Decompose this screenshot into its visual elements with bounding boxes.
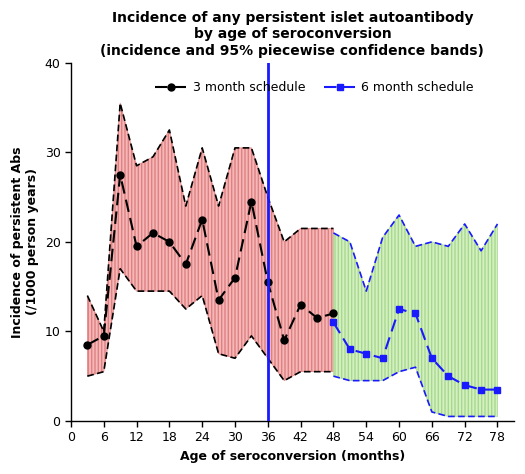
Y-axis label: Incidence of persistent Abs
(/1000 person years): Incidence of persistent Abs (/1000 perso… [11,146,39,337]
X-axis label: Age of seroconversion (months): Age of seroconversion (months) [180,450,405,463]
Legend: 3 month schedule, 6 month schedule: 3 month schedule, 6 month schedule [150,76,479,99]
Title: Incidence of any persistent islet autoantibody
by age of seroconversion
(inciden: Incidence of any persistent islet autoan… [100,11,485,57]
